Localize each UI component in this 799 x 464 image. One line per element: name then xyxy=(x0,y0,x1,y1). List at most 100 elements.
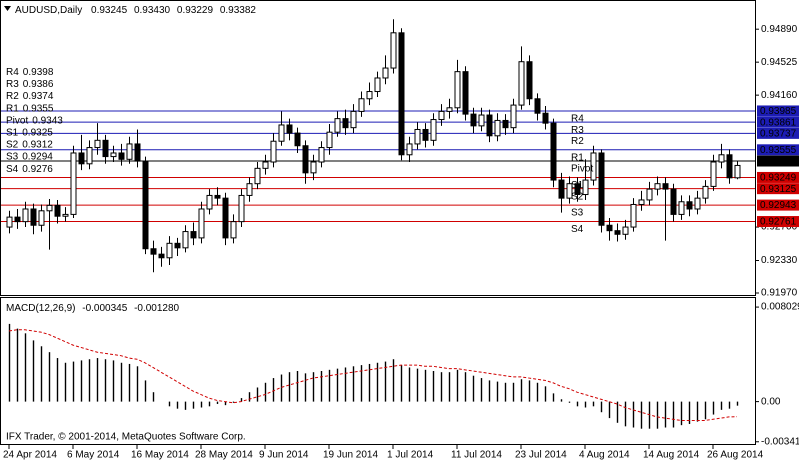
open-label: 0.93245 xyxy=(91,5,128,16)
y-tick-label: 0.008029 xyxy=(761,302,799,313)
low-label: 0.93229 xyxy=(177,5,214,16)
symbol: AUDUSD,Daily xyxy=(15,5,82,16)
x-tick-label: 23 Jul 2014 xyxy=(515,450,567,461)
pivot-level: 0.9294 xyxy=(22,151,53,162)
candle-body xyxy=(374,77,381,93)
pivot-price-box xyxy=(757,105,799,117)
candle-body xyxy=(566,183,573,199)
candle-body xyxy=(214,194,221,199)
pivot-left-label: R4 0.9398 xyxy=(6,67,54,78)
candle-body xyxy=(182,231,189,249)
candle-body xyxy=(286,124,293,134)
candle-body xyxy=(6,216,13,228)
pivot-price-label: 0.93555 xyxy=(760,145,797,156)
candle-body xyxy=(422,128,429,141)
candle-body xyxy=(126,143,133,160)
pivot-left-label: Pivot 0.9343 xyxy=(6,115,63,126)
candle-body xyxy=(454,71,461,109)
y-tick-label: 0.92700 xyxy=(761,222,798,233)
candle-body xyxy=(94,139,101,149)
candle-body xyxy=(710,161,717,187)
candle-body xyxy=(534,98,541,114)
candle-body xyxy=(350,110,357,129)
pivot-chart-label: S1 xyxy=(571,180,584,191)
candle-body xyxy=(462,71,469,115)
candle-body xyxy=(486,114,493,137)
candle-body xyxy=(558,179,565,199)
candle-body xyxy=(142,160,149,250)
candle-body xyxy=(414,128,421,145)
pivot-left-label: S3 0.9294 xyxy=(6,151,53,162)
pivot-name: S2 xyxy=(6,139,19,150)
candle-body xyxy=(654,183,661,190)
copyright: IFX Trader, © 2001-2014, MetaQuotes Soft… xyxy=(6,432,246,443)
pivot-chart-label: Pivot xyxy=(571,164,593,175)
signal-value: -0.001280 xyxy=(134,303,179,314)
candle-body xyxy=(342,118,349,129)
candle-body xyxy=(302,145,309,174)
pivot-chart-label: R3 xyxy=(571,125,584,136)
candle-body xyxy=(702,185,709,199)
candle-body xyxy=(334,118,341,133)
pivot-level: 0.9343 xyxy=(32,115,63,126)
candle-body xyxy=(646,188,653,201)
candle-body xyxy=(582,179,589,196)
candle-body xyxy=(22,208,29,223)
pivot-level: 0.9386 xyxy=(23,79,54,90)
pivot-name: R4 xyxy=(6,67,19,78)
candle-body xyxy=(494,119,501,137)
candle-body xyxy=(622,226,629,235)
pivot-level: 0.9398 xyxy=(23,67,54,78)
candle-body xyxy=(318,147,325,163)
candle-body xyxy=(102,139,109,158)
candle-body xyxy=(590,152,597,181)
pivot-price-label: 0.93861 xyxy=(760,117,797,128)
candle-body xyxy=(398,32,405,156)
y-tick-label: 0.00 xyxy=(761,396,781,407)
x-tick-label: 14 Aug 2014 xyxy=(643,450,700,461)
pivot-left-label: S4 0.9276 xyxy=(6,163,53,174)
macd-title: MACD(12,26,9) -0.000345 -0.001280 xyxy=(6,303,180,314)
candle-body xyxy=(606,224,613,232)
pivot-left-label: S1 0.9325 xyxy=(6,127,53,138)
candle-body xyxy=(470,113,477,127)
pivot-price-box xyxy=(757,199,799,211)
candle-body xyxy=(62,213,69,217)
candle-body xyxy=(38,210,45,226)
x-tick-label: 19 Jun 2014 xyxy=(323,450,378,461)
pivot-name: R1 xyxy=(6,103,19,114)
candle-body xyxy=(542,112,549,124)
chart-title: AUDUSD,Daily 0.93245 0.93430 0.93229 0.9… xyxy=(15,5,256,16)
candle-body xyxy=(734,164,741,179)
pivot-left-label: R3 0.9386 xyxy=(6,79,54,90)
macd-name: MACD(12,26,9) xyxy=(6,303,75,314)
candle-body xyxy=(438,110,445,121)
pivot-chart-label: S4 xyxy=(571,224,584,235)
candle-body xyxy=(670,188,677,215)
y-tick-label: 0.94890 xyxy=(761,24,798,35)
candle-body xyxy=(382,67,389,79)
candle-body xyxy=(694,197,701,210)
macd-value: -0.000345 xyxy=(82,303,127,314)
pivot-price-label: 0.93249 xyxy=(760,173,797,184)
y-tick-label: -0.00341 xyxy=(761,436,799,447)
candle-body xyxy=(390,32,397,69)
candle-body xyxy=(14,216,21,223)
pivot-price-label: 0.93737 xyxy=(760,129,797,140)
pivot-level: 0.9312 xyxy=(22,139,53,150)
candle-body xyxy=(150,248,157,255)
x-tick-label: 11 Jul 2014 xyxy=(451,450,502,461)
pivot-chart-label: R1 xyxy=(571,152,584,163)
candle-body xyxy=(718,154,725,163)
pivot-name: S3 xyxy=(6,151,19,162)
pivot-price-box xyxy=(757,144,799,156)
x-tick-label: 26 Aug 2014 xyxy=(707,450,764,461)
x-tick-label: 24 Apr 2014 xyxy=(3,450,57,461)
candle-body xyxy=(30,208,37,226)
y-tick-label: 0.94160 xyxy=(761,90,798,101)
candle-body xyxy=(326,131,333,149)
candle-body xyxy=(686,201,693,210)
pivot-price-label: 0.93985 xyxy=(760,106,797,117)
pivot-price-box xyxy=(757,216,799,228)
candle-body xyxy=(174,242,181,249)
